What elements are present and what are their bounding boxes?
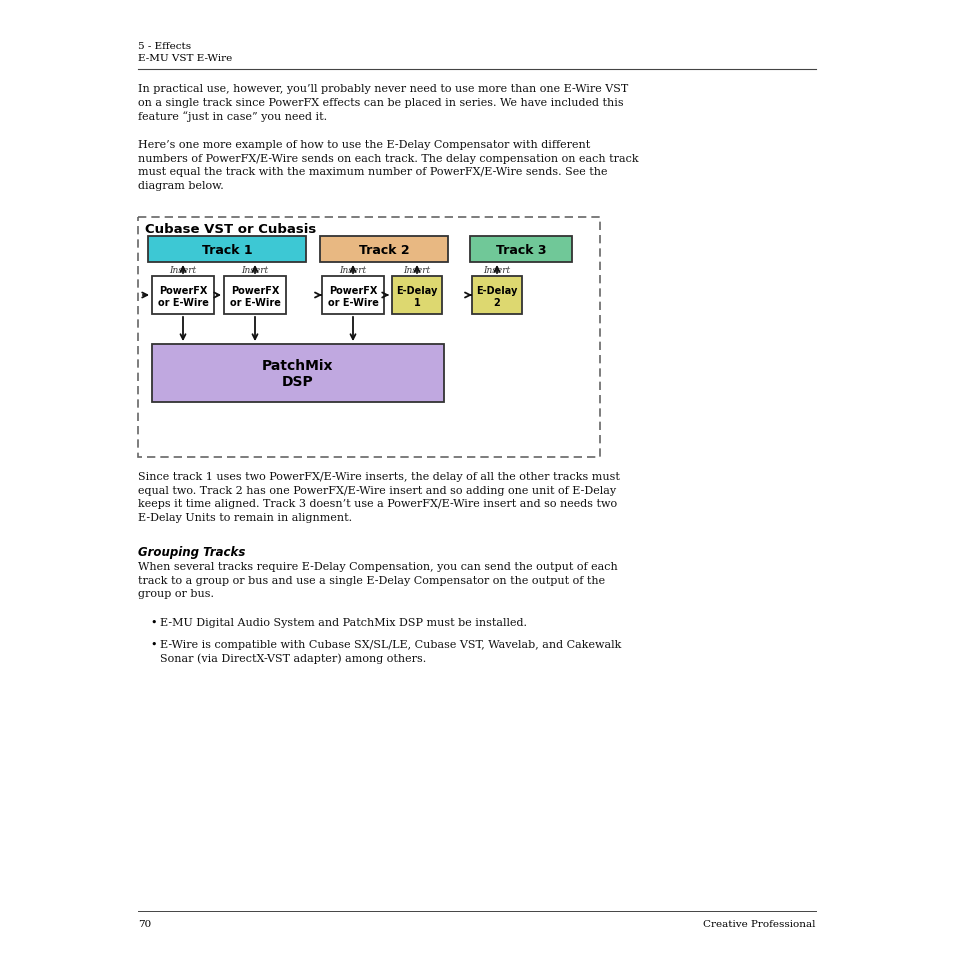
Text: •: • — [150, 618, 156, 627]
Text: Cubase VST or Cubasis: Cubase VST or Cubasis — [145, 223, 315, 235]
Text: In practical use, however, you’ll probably never need to use more than one E-Wir: In practical use, however, you’ll probab… — [138, 84, 628, 122]
Text: Insert: Insert — [403, 266, 430, 274]
Text: •: • — [150, 639, 156, 649]
Text: 2: 2 — [493, 297, 500, 308]
Text: Creative Professional: Creative Professional — [702, 919, 815, 928]
Text: Grouping Tracks: Grouping Tracks — [138, 545, 245, 558]
Text: or E-Wire: or E-Wire — [230, 297, 280, 308]
Text: PowerFX: PowerFX — [329, 286, 376, 295]
Text: E-Delay: E-Delay — [395, 286, 437, 295]
Text: 5 - Effects: 5 - Effects — [138, 42, 191, 51]
Bar — [138, 218, 599, 457]
Text: Insert: Insert — [339, 266, 366, 274]
Text: When several tracks require E-Delay Compensation, you can send the output of eac: When several tracks require E-Delay Comp… — [138, 561, 618, 598]
Text: Since track 1 uses two PowerFX/E-Wire inserts, the delay of all the other tracks: Since track 1 uses two PowerFX/E-Wire in… — [138, 472, 619, 522]
Text: E-Wire is compatible with Cubase SX/SL/LE, Cubase VST, Wavelab, and Cakewalk
Son: E-Wire is compatible with Cubase SX/SL/L… — [160, 639, 620, 663]
Text: Track 2: Track 2 — [358, 243, 409, 256]
Text: Insert: Insert — [483, 266, 510, 274]
Bar — [470, 236, 572, 263]
Text: E-MU VST E-Wire: E-MU VST E-Wire — [138, 54, 232, 63]
Bar — [152, 276, 213, 314]
Text: 1: 1 — [414, 297, 420, 308]
Bar — [322, 276, 384, 314]
Bar — [224, 276, 286, 314]
Text: E-MU Digital Audio System and PatchMix DSP must be installed.: E-MU Digital Audio System and PatchMix D… — [160, 618, 526, 627]
Text: Insert: Insert — [170, 266, 196, 274]
Text: Insert: Insert — [241, 266, 269, 274]
Text: E-Delay: E-Delay — [476, 286, 517, 295]
Text: Track 3: Track 3 — [496, 243, 546, 256]
Bar — [319, 236, 448, 263]
Text: PatchMix: PatchMix — [262, 358, 334, 373]
Text: or E-Wire: or E-Wire — [157, 297, 208, 308]
Bar — [472, 276, 521, 314]
Bar — [392, 276, 441, 314]
Bar — [152, 345, 443, 402]
Text: or E-Wire: or E-Wire — [327, 297, 378, 308]
Bar — [148, 236, 306, 263]
Text: PowerFX: PowerFX — [158, 286, 207, 295]
Text: 70: 70 — [138, 919, 152, 928]
Text: Track 1: Track 1 — [201, 243, 252, 256]
Text: DSP: DSP — [282, 375, 314, 389]
Text: PowerFX: PowerFX — [231, 286, 279, 295]
Text: Here’s one more example of how to use the E-Delay Compensator with different
num: Here’s one more example of how to use th… — [138, 140, 638, 191]
